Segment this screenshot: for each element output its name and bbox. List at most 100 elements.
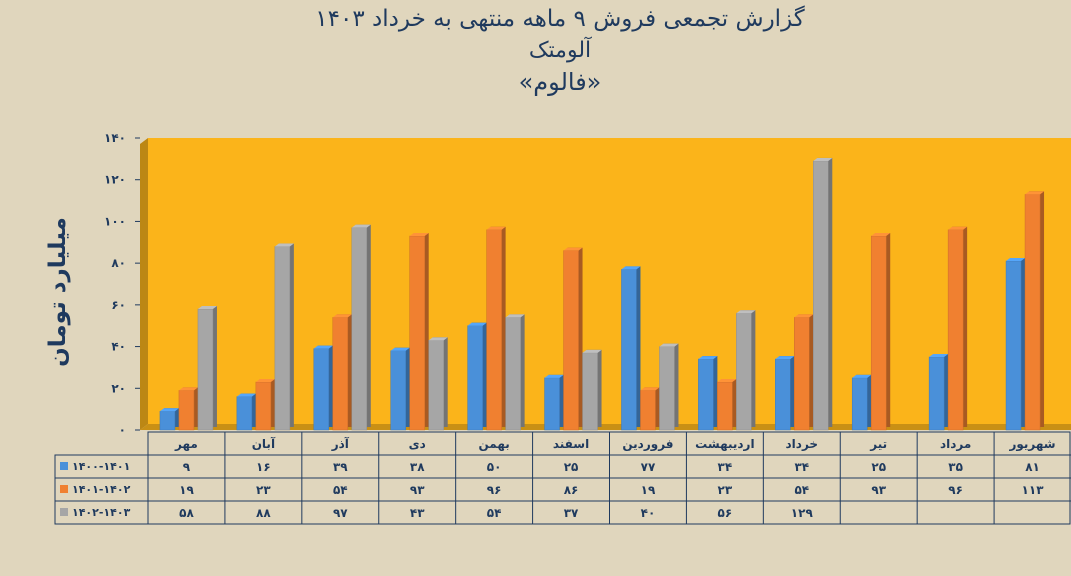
- bar: [274, 246, 291, 431]
- data-table-value: ۴۰: [641, 506, 656, 520]
- bar: [563, 250, 579, 431]
- bar: [698, 358, 714, 431]
- legend-swatch: [60, 508, 68, 516]
- bar-top: [313, 345, 333, 349]
- y-tick-label: ۲۰: [111, 381, 126, 395]
- plot-side-wall: [140, 138, 148, 430]
- data-table-value: ۱۱۳: [1022, 483, 1045, 497]
- plot-floor: [140, 424, 1071, 430]
- chart-subtitle-brand: «فالوم»: [518, 68, 602, 96]
- bar-top: [948, 226, 968, 230]
- chart-subtitle-company: آلومتک: [528, 38, 592, 63]
- legend-series-name: ۱۴۰۲-۱۴۰۳: [72, 506, 131, 519]
- data-table-value: ۳۴: [718, 460, 733, 474]
- data-table-value: ۹: [183, 460, 191, 474]
- bar-top: [178, 387, 198, 391]
- y-tick-label: ۱۰۰: [104, 214, 126, 228]
- data-table-value: ۹۶: [948, 483, 963, 497]
- bar-top: [505, 314, 525, 318]
- bar-top: [871, 233, 891, 237]
- bar: [486, 229, 502, 431]
- bar-top: [640, 387, 660, 391]
- chart-title: گزارش تجمعی فروش ۹ ماهه منتهی به خرداد ۱…: [315, 6, 805, 32]
- bar: [505, 317, 521, 431]
- x-category-label: تیر: [869, 437, 887, 451]
- y-tick-label: ۱۴۰: [104, 131, 126, 145]
- x-category-label: بهمن: [478, 437, 509, 451]
- bar-top: [274, 243, 294, 247]
- y-tick-label: ۴۰: [111, 340, 126, 354]
- plot-background: [148, 138, 1071, 424]
- bar: [870, 235, 887, 431]
- bar-top: [563, 247, 583, 251]
- bar-top: [659, 343, 679, 347]
- data-table-value: ۳۹: [333, 460, 348, 474]
- bar: [813, 160, 829, 431]
- bar-top: [351, 224, 371, 228]
- data-table-value: ۴۳: [410, 506, 425, 520]
- data-table-value: ۸۸: [256, 506, 271, 520]
- y-tick-label: ۰: [119, 423, 126, 437]
- bar: [467, 325, 483, 431]
- x-category-label: دی: [409, 437, 426, 451]
- x-category-label: مهر: [174, 437, 198, 451]
- data-table-value: ۲۵: [871, 460, 886, 474]
- bar-top: [332, 314, 352, 318]
- data-table-value: ۹۳: [871, 483, 886, 497]
- bar-top: [621, 266, 641, 270]
- x-category-label: مرداد: [940, 437, 971, 451]
- bar-top: [813, 157, 833, 161]
- data-table-value: ۲۳: [256, 483, 271, 497]
- legend-swatch: [60, 462, 68, 470]
- bar-top: [255, 379, 275, 383]
- bar-top: [467, 322, 487, 326]
- bar: [1024, 194, 1041, 431]
- legend-swatch: [60, 485, 68, 493]
- legend-series-name: ۱۴۰۱-۱۴۰۲: [72, 483, 131, 496]
- data-table-value: ۵۰: [487, 460, 502, 474]
- data-table-value: ۱۹: [179, 483, 194, 497]
- bar: [428, 340, 444, 431]
- data-table-value: ۱۹: [641, 483, 656, 497]
- data-table-value: ۹۷: [333, 506, 348, 520]
- data-table-value: ۵۴: [333, 483, 348, 497]
- bar-top: [197, 306, 217, 310]
- y-tick-label: ۶۰: [111, 298, 126, 312]
- bar-top: [698, 356, 718, 360]
- bar: [947, 229, 964, 431]
- bar: [659, 346, 675, 431]
- data-table-value: ۳۵: [948, 460, 963, 474]
- data-table-value: ۲۳: [718, 483, 733, 497]
- bar-top: [486, 226, 506, 230]
- x-category-label: فروردین: [622, 437, 673, 452]
- bar-top: [717, 379, 737, 383]
- chart-title-block: گزارش تجمعی فروش ۹ ماهه منتهی به خرداد ۱…: [300, 2, 820, 98]
- bar-top: [1006, 258, 1026, 262]
- x-category-label: اسفند: [553, 437, 589, 451]
- data-table-value: ۷۷: [641, 460, 656, 474]
- x-category-label: شهریور: [1008, 437, 1055, 452]
- bar: [159, 410, 176, 431]
- data-table-value: ۳۴: [794, 460, 809, 474]
- legend-series-name: ۱۴۰۰-۱۴۰۱: [72, 460, 130, 473]
- bar: [351, 227, 368, 431]
- bar-top: [409, 233, 429, 237]
- bar: [197, 308, 214, 431]
- data-table-value: ۳۸: [410, 460, 425, 474]
- bar: [621, 269, 637, 431]
- data-table-value: ۸۶: [564, 483, 579, 497]
- data-table-value: ۵۶: [718, 506, 733, 520]
- bar: [640, 390, 656, 431]
- data-table-value: ۱۶: [256, 460, 271, 474]
- y-tick-label: ۸۰: [111, 256, 126, 270]
- bar-top: [1025, 191, 1045, 195]
- bar: [582, 352, 598, 431]
- bar: [236, 396, 253, 431]
- bar-top: [159, 408, 179, 412]
- bar: [717, 381, 733, 431]
- bar-top: [236, 393, 256, 397]
- bar: [851, 377, 868, 431]
- x-category-label: آبان: [252, 436, 276, 451]
- data-table-value: ۳۷: [564, 506, 579, 520]
